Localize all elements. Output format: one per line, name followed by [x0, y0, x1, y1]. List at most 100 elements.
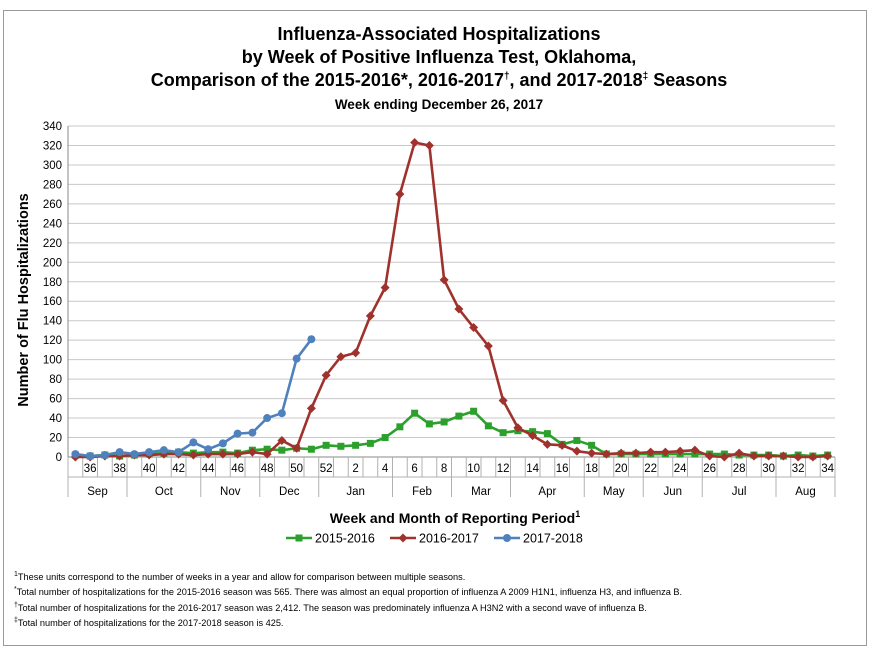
data-point [410, 138, 420, 148]
data-point [233, 449, 243, 459]
legend-label: 2017-2018 [523, 532, 583, 546]
x-tick-label: 46 [231, 463, 244, 475]
data-point [455, 412, 463, 420]
footnote-text: Total number of hospitalizations for the… [16, 587, 683, 598]
footnote: *Total number of hospitalizations for th… [14, 585, 864, 600]
data-point [573, 436, 581, 444]
data-point [513, 423, 523, 433]
data-point [498, 396, 508, 406]
series-2017-2018 [71, 335, 316, 461]
data-point [705, 451, 715, 461]
data-point [351, 348, 361, 358]
y-tick-label: 120 [43, 335, 62, 347]
data-point [646, 447, 656, 457]
data-point [366, 439, 374, 447]
data-point [424, 140, 434, 150]
x-tick-label: 50 [290, 463, 303, 475]
data-point [130, 450, 139, 459]
series-2015-2016 [71, 407, 832, 460]
data-point [262, 449, 272, 459]
data-point [542, 439, 552, 449]
legend-item: 2015-2016 [286, 532, 375, 546]
data-point [263, 445, 271, 453]
data-point [248, 428, 257, 437]
footnote-text: These units correspond to the number of … [17, 572, 466, 582]
legend-swatch-marker [503, 534, 511, 542]
y-tick-label: 60 [49, 394, 62, 406]
footnote-mark: * [14, 586, 17, 594]
x-tick-label: 20 [615, 463, 628, 475]
data-point [470, 407, 478, 415]
data-point [675, 446, 685, 456]
data-point [322, 441, 330, 449]
data-point [247, 447, 257, 457]
month-label: Mar [471, 486, 491, 498]
data-point [734, 448, 744, 458]
data-point [352, 441, 360, 449]
title-part: Comparison of the 2015-2016 [150, 70, 401, 90]
x-tick-label: 40 [143, 463, 156, 475]
month-label: Jul [732, 486, 747, 498]
data-point [292, 354, 301, 363]
series-line [75, 141, 828, 459]
data-point [793, 452, 803, 462]
data-point [365, 311, 375, 321]
x-tick-label: 2 [352, 463, 358, 475]
footnote-text: Total number of hospitalizations for the… [17, 617, 284, 628]
data-point [336, 352, 346, 362]
footnote-mark: ‡ [14, 616, 18, 624]
data-point [100, 451, 109, 460]
data-point [587, 448, 597, 458]
data-point [557, 440, 567, 450]
month-label: Nov [220, 486, 241, 498]
data-point [439, 275, 449, 285]
data-point [204, 445, 213, 454]
month-label: May [603, 486, 625, 498]
data-point [528, 431, 538, 441]
x-tick-label: 34 [821, 463, 834, 475]
data-point [307, 335, 316, 344]
legend-item: 2017-2018 [494, 532, 583, 546]
data-point [189, 438, 198, 447]
month-label: Sep [87, 486, 107, 498]
x-tick-label: 8 [441, 463, 447, 475]
month-label: Aug [795, 486, 815, 498]
data-point [572, 446, 582, 456]
data-point [469, 323, 479, 333]
data-point [306, 403, 316, 413]
x-axis-title: Week and Month of Reporting Period1 [330, 509, 581, 526]
footnotes: 1These units correspond to the number of… [14, 570, 864, 631]
data-point [483, 341, 493, 351]
data-point [380, 283, 390, 293]
title-footnote-mark: * [400, 70, 408, 90]
data-point [749, 451, 759, 461]
legend: 2015-2016 2016-2017 2017-2018 [286, 532, 583, 546]
series-2016-2017 [70, 138, 833, 462]
x-tick-label: 22 [644, 463, 657, 475]
data-point [233, 429, 242, 438]
data-point [307, 445, 315, 453]
data-point [188, 450, 198, 460]
data-point [218, 449, 228, 459]
y-tick-label: 160 [43, 296, 62, 308]
x-tick-label: 42 [172, 463, 185, 475]
footnote-mark: † [14, 601, 18, 609]
data-point [543, 430, 551, 438]
data-point [454, 304, 464, 314]
data-point [395, 189, 405, 199]
x-tick-label: 6 [411, 463, 417, 475]
data-point [440, 418, 448, 426]
y-tick-label: 40 [49, 413, 62, 425]
y-tick-label: 0 [56, 452, 62, 464]
y-tick-label: 280 [43, 179, 62, 191]
legend-label: 2015-2016 [315, 532, 375, 546]
chart-frame [3, 10, 867, 646]
y-tick-label: 200 [43, 257, 62, 269]
data-point [278, 446, 286, 454]
month-label: Jun [663, 486, 682, 498]
chart-subtitle: Week ending December 26, 2017 [334, 97, 544, 112]
y-tick-label: 240 [43, 218, 62, 230]
x-tick-label: 12 [497, 463, 510, 475]
data-point [601, 449, 611, 459]
data-point [660, 447, 670, 457]
